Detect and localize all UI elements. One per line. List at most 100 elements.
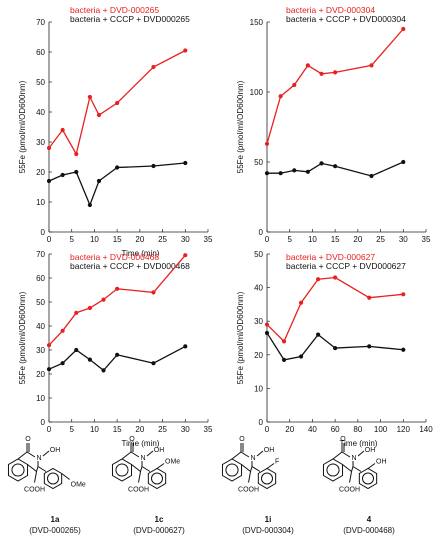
bond — [138, 471, 142, 483]
y-axis-label: 55Fe (pmol/ml/OD600nm) — [18, 80, 27, 173]
benzene-ring — [221, 458, 243, 482]
atom-label: OMe — [71, 482, 86, 489]
y-tick-label: 10 — [254, 384, 263, 393]
benzene-ring — [147, 467, 167, 490]
atom-label: O — [239, 436, 245, 443]
data-point — [401, 26, 406, 32]
bond — [140, 466, 143, 472]
atom-label: COOH — [238, 487, 259, 494]
x-tick-label: 35 — [204, 425, 213, 434]
x-tick-label: 100 — [374, 425, 388, 434]
bond — [231, 451, 242, 460]
aromatic-circle — [362, 472, 374, 485]
data-point — [87, 94, 92, 100]
bond — [26, 451, 36, 458]
series-line-red — [48, 254, 186, 346]
data-point — [60, 361, 65, 366]
x-tick-label: 5 — [69, 425, 74, 434]
data-point — [401, 159, 406, 165]
legend-entry: bacteria + DVD-000304 — [286, 5, 375, 15]
x-tick-label: 20 — [135, 235, 144, 244]
y-tick-label: 30 — [254, 317, 263, 326]
atom-label: O — [25, 436, 31, 443]
atom-label: N — [250, 455, 255, 462]
data-point — [151, 290, 156, 295]
chart-3: 0 5 10 15 20 25 30 35 0 10 20 30 40 50 60 70 Time (min) 5… — [18, 250, 213, 448]
y-tick-label: 70 — [36, 250, 45, 259]
atom-label: N — [351, 455, 356, 462]
x-tick-label: 60 — [331, 425, 340, 434]
data-point — [60, 328, 65, 333]
atom-label: OH — [376, 459, 387, 466]
x-axis-label: Time (min) — [340, 439, 378, 448]
atom-label: F — [275, 459, 279, 466]
legend-entry: bacteria + DVD-000468 — [70, 252, 159, 262]
bond — [141, 466, 151, 472]
data-point — [87, 305, 92, 311]
series-line-black — [48, 162, 186, 207]
y-axis-label: 55Fe (pmol/ml/OD600nm) — [236, 291, 245, 384]
atom-label: COOH — [24, 487, 45, 494]
data-point — [401, 292, 406, 297]
data-point — [369, 63, 374, 68]
data-point — [183, 253, 188, 258]
compound-code-4: (DVD-000468) — [343, 526, 395, 535]
data-point — [333, 164, 338, 169]
y-tick-label: 0 — [41, 418, 46, 427]
x-tick-label: 15 — [113, 425, 122, 434]
y-tick-label: 20 — [36, 370, 45, 379]
data-point — [292, 168, 297, 173]
aromatic-circle — [151, 472, 163, 485]
data-point — [316, 277, 321, 282]
data-point — [101, 368, 106, 373]
y-tick-label: 60 — [36, 274, 45, 283]
x-tick-label: 25 — [376, 235, 385, 244]
data-point — [74, 347, 79, 353]
y-tick-label: 70 — [36, 18, 45, 27]
bond — [42, 450, 50, 457]
x-tick-label: 15 — [331, 235, 340, 244]
legend-entry: bacteria + CCCP + DVD000627 — [286, 261, 406, 271]
data-point — [298, 300, 304, 305]
x-tick-label: 25 — [158, 235, 167, 244]
data-point — [60, 127, 65, 133]
x-tick-label: 5 — [287, 235, 292, 244]
atom-label: COOH — [128, 487, 149, 494]
y-tick-label: 150 — [250, 18, 264, 27]
y-axis-label: 55Fe (pmol/ml/OD600nm) — [236, 80, 245, 173]
x-tick-label: 35 — [204, 235, 213, 244]
y-tick-label: 10 — [36, 198, 45, 207]
data-point — [151, 361, 156, 366]
series-line-black — [267, 161, 404, 177]
x-tick-label: 80 — [353, 425, 362, 434]
data-point — [367, 344, 372, 349]
legend-entry: bacteria + DVD-000627 — [286, 252, 375, 262]
x-tick-label: 30 — [181, 235, 190, 244]
x-tick-label: 0 — [47, 235, 52, 244]
data-point — [74, 310, 79, 315]
bond — [332, 451, 343, 460]
y-tick-label: 50 — [36, 78, 45, 87]
aromatic-circle — [225, 463, 239, 477]
chart-2: 0 5 10 15 20 25 30 35 0 50 100 150 55Fe (pmol/ml/OD6… — [236, 5, 431, 244]
y-tick-label: 40 — [36, 108, 45, 117]
y-tick-label: 50 — [254, 158, 263, 167]
compound-code-1a: (DVD-000265) — [29, 526, 81, 535]
data-point — [183, 160, 188, 166]
data-point — [151, 163, 156, 169]
x-tick-label: 5 — [69, 235, 74, 244]
legend-entry: bacteria + CCCP + DVD000468 — [70, 261, 190, 271]
legend-entry: bacteria + CCCP + DVD000304 — [286, 14, 406, 24]
data-point — [115, 352, 120, 357]
aromatic-circle — [11, 463, 25, 477]
compound-label-1c: 1c — [155, 515, 164, 524]
y-axis-label: 55Fe (pmol/ml/OD600nm) — [18, 291, 27, 384]
x-tick-label: 30 — [399, 235, 408, 244]
x-tick-label: 10 — [90, 235, 99, 244]
x-tick-label: 25 — [158, 425, 167, 434]
data-point — [183, 344, 188, 349]
data-point — [264, 141, 270, 146]
data-point — [46, 343, 52, 348]
bond — [131, 464, 141, 472]
series-line-red — [266, 276, 404, 343]
